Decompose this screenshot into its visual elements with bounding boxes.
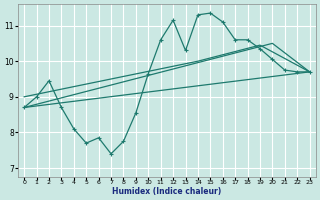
X-axis label: Humidex (Indice chaleur): Humidex (Indice chaleur) [112, 187, 221, 196]
